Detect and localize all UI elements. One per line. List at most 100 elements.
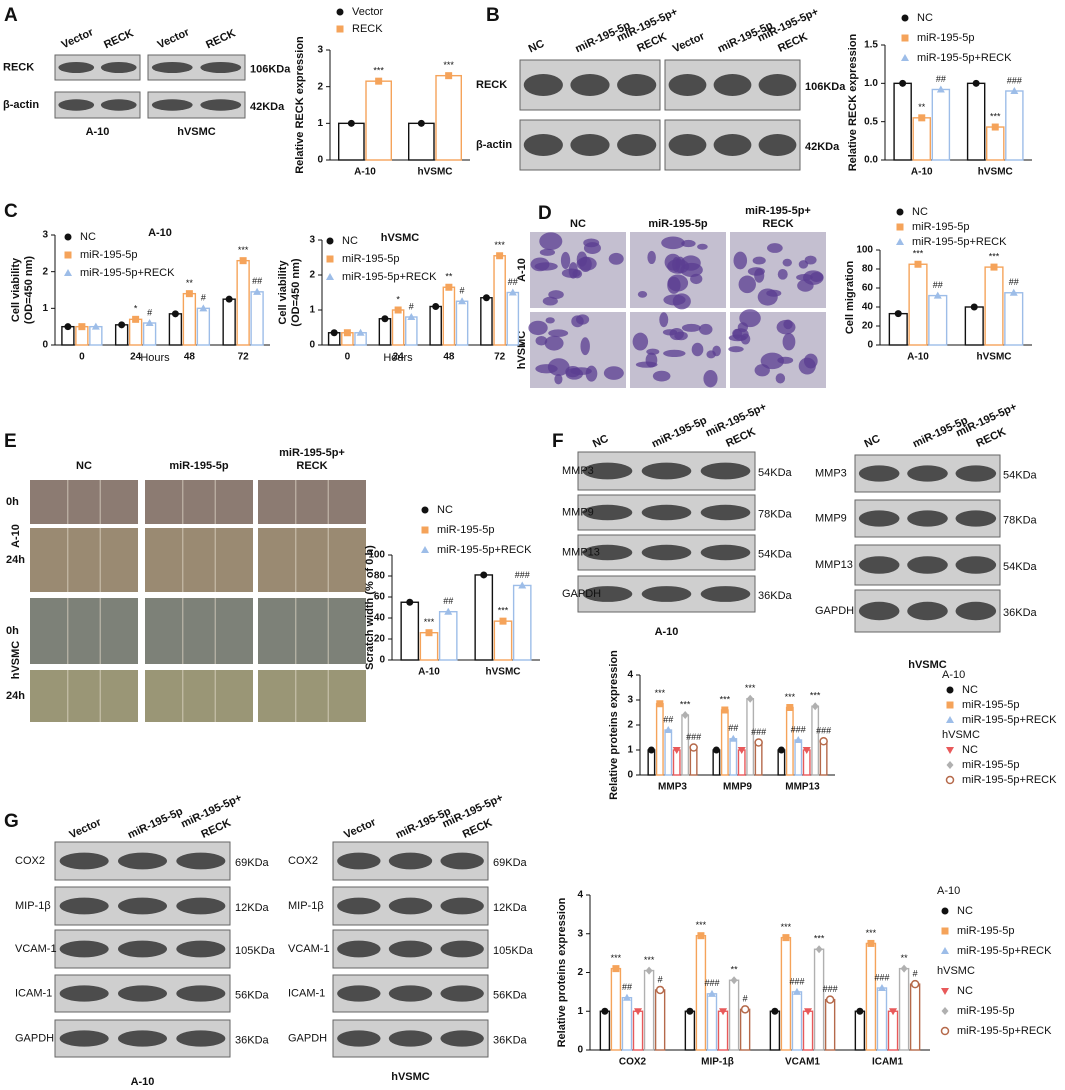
cell-line-label: A-10 — [131, 1076, 155, 1088]
significance: # — [201, 293, 206, 303]
cell-stain — [528, 320, 548, 336]
y-tick-label: 3 — [317, 45, 323, 56]
bar — [455, 300, 469, 346]
marker — [458, 297, 467, 305]
y-tick-label: 1 — [627, 745, 633, 756]
cell-stain — [632, 332, 649, 351]
bar — [928, 294, 948, 346]
cell-stain — [766, 289, 782, 297]
blot-band — [582, 462, 633, 480]
marker — [343, 329, 351, 337]
cell-stain — [810, 271, 824, 283]
lane-label: NC — [527, 38, 547, 56]
blot-band — [440, 985, 484, 1002]
blot-band — [668, 74, 707, 96]
bar — [791, 991, 803, 1051]
marker — [185, 290, 193, 298]
blot-band — [151, 99, 193, 111]
y-axis-label: Relative proteins expression — [556, 897, 568, 1047]
protein-label: β-actin — [476, 139, 512, 151]
blot-band — [337, 897, 381, 915]
cell-stain — [754, 364, 770, 377]
micrograph — [258, 528, 366, 592]
legend-label: miR-195-5p+RECK — [957, 945, 1052, 957]
bar — [493, 620, 513, 661]
bar — [811, 705, 820, 776]
marker — [612, 965, 620, 973]
marker — [421, 506, 429, 514]
marker — [199, 304, 208, 312]
blot-band — [955, 510, 997, 527]
cell-stain — [760, 352, 785, 370]
y-tick-label: 60 — [862, 283, 874, 294]
blot-band — [118, 1030, 167, 1047]
bar — [746, 698, 755, 776]
legend-label: miR-195-5p — [917, 32, 974, 44]
protein-label: COX2 — [15, 855, 45, 867]
bar — [654, 989, 666, 1051]
y-tick-label: 2 — [317, 81, 323, 92]
legend-label: miR-195-5p+RECK — [912, 236, 1007, 248]
significance: *** — [238, 245, 249, 255]
significance: *** — [990, 111, 1001, 121]
bar — [712, 749, 721, 776]
column-label: RECK — [296, 460, 327, 472]
bar — [985, 126, 1005, 161]
marker — [946, 716, 954, 723]
bar — [408, 122, 435, 161]
y-tick-label: 3 — [627, 695, 633, 706]
significance: ### — [791, 724, 806, 734]
bar — [819, 740, 828, 776]
bar — [338, 122, 365, 161]
legend-label: miR-195-5p — [962, 759, 1019, 771]
cell-stain — [545, 317, 555, 324]
size-label: 54KDa — [758, 548, 793, 560]
bar — [893, 82, 912, 161]
marker — [899, 79, 907, 87]
cell-stain — [663, 349, 686, 358]
significance: ### — [816, 726, 831, 736]
y-axis-label: Cell migration — [844, 261, 856, 335]
protein-label: MMP9 — [815, 512, 847, 524]
marker — [381, 315, 389, 323]
marker — [737, 747, 746, 754]
marker — [792, 987, 801, 995]
legend-label: miR-195-5p+RECK — [342, 271, 437, 283]
row-group-label: hVSMC — [10, 641, 22, 680]
bar — [898, 967, 910, 1051]
cell-stain — [662, 329, 678, 336]
bar — [720, 709, 729, 776]
bar — [1004, 292, 1024, 346]
cell-stain — [539, 232, 563, 251]
blot-band — [907, 601, 948, 621]
legend-label: NC — [80, 231, 96, 243]
cell-stain — [728, 346, 744, 353]
y-axis-label: Scratch width (% of 0 h) — [364, 545, 376, 670]
column-label: miR-195-5p — [648, 218, 708, 230]
significance: ** — [186, 278, 194, 288]
cell-stain — [733, 251, 748, 270]
bar — [236, 259, 250, 346]
marker — [811, 702, 819, 711]
marker — [877, 984, 886, 991]
legend-label: miR-195-5p — [80, 249, 137, 261]
blot-band — [570, 134, 610, 156]
marker — [729, 734, 738, 742]
x-tick-label: ICAM1 — [872, 1057, 904, 1068]
y-tick-label: 2 — [627, 720, 633, 731]
x-tick-label: MIP-1β — [701, 1057, 734, 1068]
x-tick-label: MMP3 — [658, 782, 687, 793]
panel-label: D — [538, 203, 552, 224]
marker — [406, 598, 414, 606]
significance: # — [913, 969, 918, 979]
blot-band — [388, 1030, 433, 1047]
marker — [407, 313, 416, 320]
size-label: 56KDa — [493, 989, 528, 1001]
legend-label: NC — [957, 985, 973, 997]
y-tick-label: 3 — [309, 235, 315, 246]
marker — [253, 287, 262, 295]
x-tick-label: hVSMC — [977, 352, 1012, 363]
bar — [706, 993, 718, 1051]
marker — [721, 706, 729, 714]
marker — [445, 283, 453, 291]
